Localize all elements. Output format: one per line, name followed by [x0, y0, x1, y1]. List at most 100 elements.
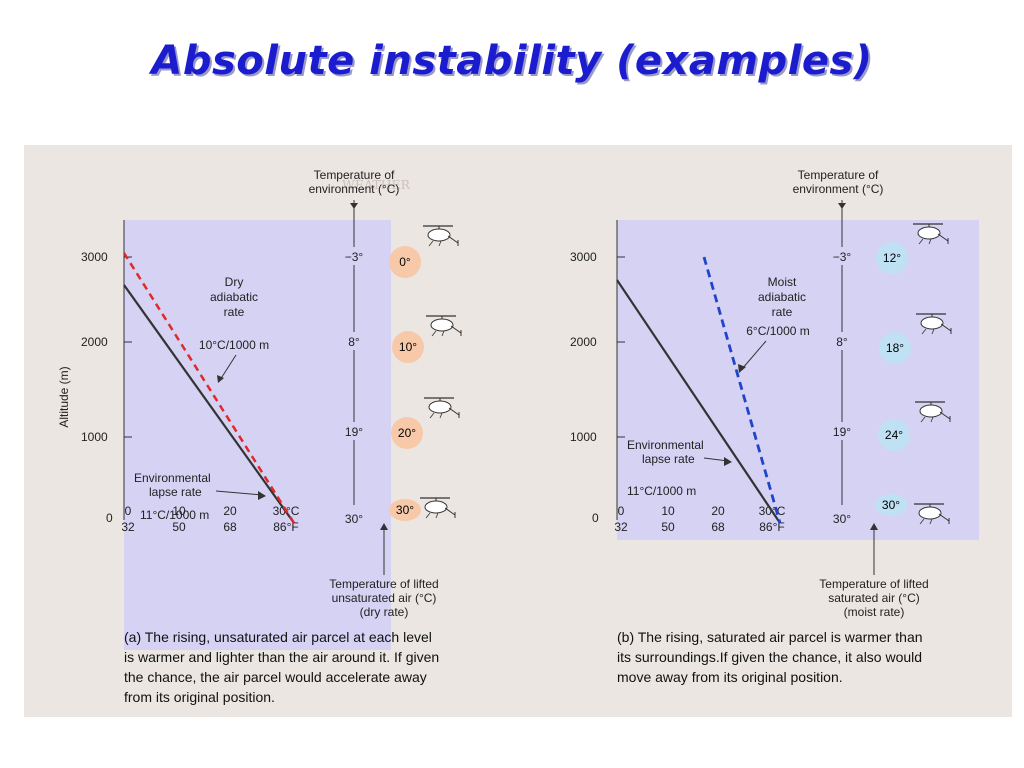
env-temp: 8°: [836, 335, 848, 349]
rate-value: 6°C/1000 m: [746, 324, 810, 338]
arrow-down-icon: [350, 203, 358, 209]
panel-a: 3000 2000 1000 0 Altitude (m) 0 10 20 30…: [57, 168, 462, 650]
rate-pointer: [741, 340, 767, 370]
env-label: Environmental: [627, 438, 704, 452]
temp-tick-f: 50: [172, 520, 186, 534]
dry-adiabatic-line: [122, 252, 296, 524]
env-temp-header: Temperature of: [314, 168, 395, 182]
env-temp: 8°: [348, 335, 360, 349]
alt-tick-0: 0: [592, 511, 599, 525]
env-temp: −3°: [345, 250, 364, 264]
arrow-head-icon: [258, 491, 266, 500]
environmental-lapse-line: [123, 284, 295, 524]
env-temp-header: Temperature of: [798, 168, 879, 182]
env-temp: 30°: [345, 512, 363, 526]
temp-tick-f: 68: [223, 520, 237, 534]
env-temp: 19°: [345, 425, 363, 439]
slide-title: Absolute instability (examples): [151, 38, 873, 84]
alt-tick-3000: 3000: [570, 250, 597, 264]
alt-tick-2000: 2000: [81, 335, 108, 349]
env-temp: 30°: [833, 512, 851, 526]
temp-tick-f: 86°F: [273, 520, 298, 534]
caption-b: its surroundings.If given the chance, it…: [617, 649, 922, 665]
parcel-temp: 30°: [396, 503, 414, 517]
env-temp-header: environment (°C): [309, 182, 400, 196]
rate-label: adiabatic: [210, 290, 258, 304]
parcel-temp: 20°: [398, 426, 416, 440]
temp-tick-f: 50: [661, 520, 675, 534]
temp-tick-c: 10: [172, 504, 186, 518]
rate-value: 10°C/1000 m: [199, 338, 269, 352]
alt-tick-3000: 3000: [81, 250, 108, 264]
env-label: lapse rate: [149, 485, 202, 499]
parcel-temp: 30°: [882, 498, 900, 512]
temp-tick-f: 86°F: [759, 520, 784, 534]
caption-a: (a) The rising, unsaturated air parcel a…: [124, 629, 432, 645]
textbook-figure-scan: WEATHER 3000 2000 1000 0 Altitude (m): [24, 145, 1012, 717]
parcel-temp-header: unsaturated air (°C): [332, 591, 437, 605]
rate-label: Moist: [768, 275, 797, 289]
env-temp: 19°: [833, 425, 851, 439]
parcel-temp-header: Temperature of lifted: [819, 577, 928, 591]
parcel-temp-header: (dry rate): [360, 605, 409, 619]
moist-parcel-balloon: [878, 419, 910, 451]
arrow-head-icon: [217, 375, 224, 383]
moist-adiabatic-line: [702, 256, 782, 524]
moist-parcel-balloon: [879, 332, 911, 364]
rate-pointer: [219, 354, 237, 381]
env-value: 11°C/1000 m: [627, 484, 696, 498]
rate-label: rate: [224, 305, 245, 319]
moist-parcel-balloon: [875, 494, 907, 516]
dry-parcel-balloon: [389, 499, 421, 521]
alt-tick-0: 0: [106, 511, 113, 525]
environmental-lapse-line: [616, 279, 781, 524]
caption-a: is warmer and lighter than the air aroun…: [124, 649, 439, 665]
panel-b: 3000 2000 1000 0 0 10 20 30°C 32 50 68 8…: [570, 168, 979, 619]
panel-b-background: [617, 220, 979, 540]
caption-b: move away from its original position.: [617, 669, 843, 685]
background-text-left: WEATHER: [342, 177, 411, 192]
rate-label: rate: [772, 305, 793, 319]
caption-a: from its original position.: [124, 689, 275, 705]
temp-tick-f: 32: [614, 520, 628, 534]
parcel-temp-header: Temperature of lifted: [329, 577, 438, 591]
alt-tick-2000: 2000: [570, 335, 597, 349]
env-label: Environmental: [134, 471, 211, 485]
env-label: lapse rate: [642, 452, 695, 466]
helicopter-icon: [423, 397, 460, 419]
temp-tick-c: 20: [711, 504, 725, 518]
dry-parcel-balloon: [389, 246, 421, 278]
arrow-up-icon: [380, 523, 388, 530]
temp-tick-c: 0: [618, 504, 625, 518]
arrow-down-icon: [838, 203, 846, 209]
helicopter-icon: [422, 225, 459, 247]
helicopter-icon: [419, 497, 456, 519]
parcel-temp: 18°: [886, 341, 904, 355]
caption-b: (b) The rising, saturated air parcel is …: [617, 629, 923, 645]
env-temp: −3°: [833, 250, 852, 264]
caption-a: the chance, the air parcel would acceler…: [124, 669, 427, 685]
parcel-temp: 0°: [399, 255, 411, 269]
arrow-up-icon: [870, 523, 878, 530]
alt-tick-1000: 1000: [81, 430, 108, 444]
dry-parcel-balloon: [392, 331, 424, 363]
rate-label: adiabatic: [758, 290, 806, 304]
parcel-temp-header: saturated air (°C): [828, 591, 920, 605]
env-pointer: [215, 490, 263, 496]
rate-label: Dry: [225, 275, 244, 289]
parcel-temp: 12°: [883, 251, 901, 265]
figure-svg: 3000 2000 1000 0 Altitude (m) 0 10 20 30…: [57, 168, 979, 705]
temp-tick-c: 10: [661, 504, 675, 518]
moist-parcel-balloon: [876, 242, 908, 274]
dry-parcel-balloon: [391, 417, 423, 449]
y-axis-label: Altitude (m): [57, 366, 71, 427]
alt-tick-1000: 1000: [570, 430, 597, 444]
arrow-head-icon: [724, 457, 732, 466]
temp-tick-c: 0: [125, 504, 132, 518]
temp-tick-c: 20: [223, 504, 237, 518]
env-temp-header: environment (°C): [793, 182, 884, 196]
temp-tick-f: 68: [711, 520, 725, 534]
helicopter-icon: [425, 315, 462, 337]
parcel-temp: 10°: [399, 340, 417, 354]
temp-tick-f: 32: [121, 520, 135, 534]
